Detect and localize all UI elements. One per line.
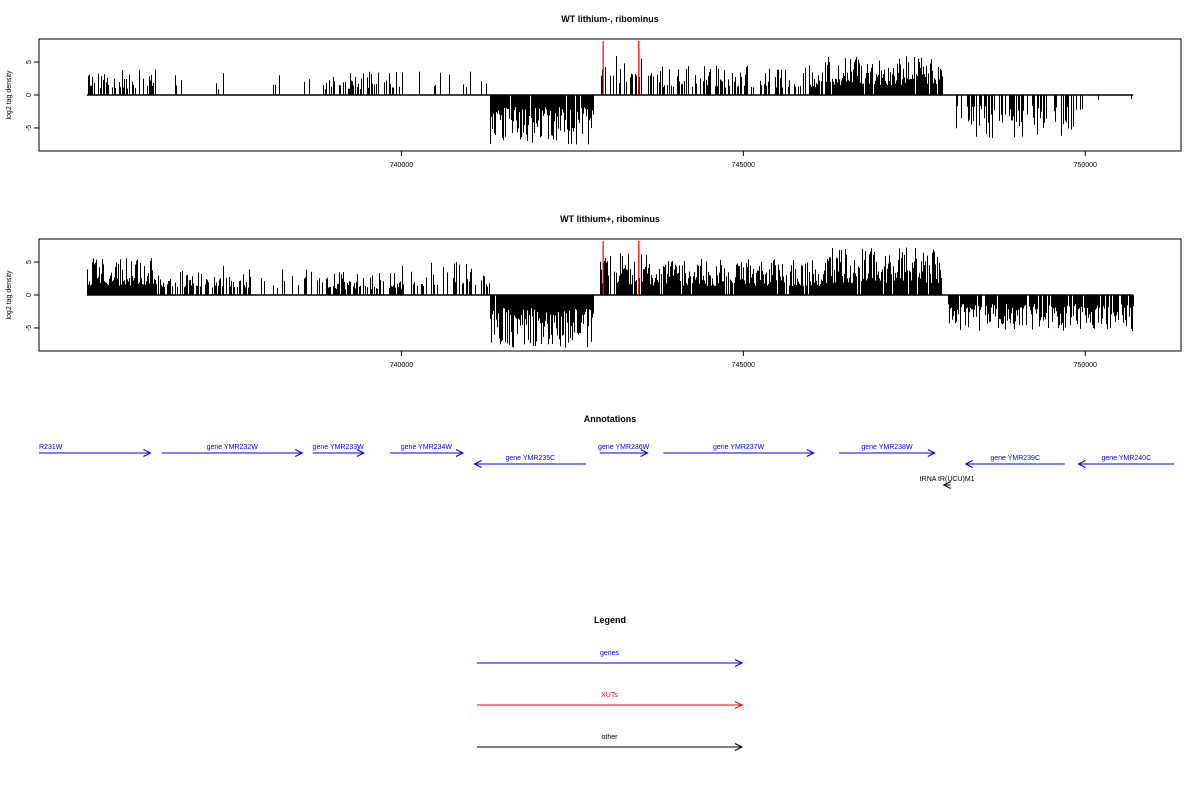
gene-label: gene YMR240C (1101, 455, 1151, 462)
legend: Legend genes XUTs other (477, 615, 744, 751)
gene-label: gene YMR236W (598, 444, 650, 451)
y-tick-label: 0 (26, 293, 33, 297)
x-tick-label: 750000 (1074, 362, 1097, 369)
x-axis: 740000 745000 750000 (390, 151, 1097, 169)
y-axis: 5 0 -5 (26, 260, 39, 331)
track-title: WT lithium+, ribominus (560, 214, 660, 224)
gene-label: gene YMR232W (207, 444, 259, 451)
legend-item: genes (477, 650, 744, 667)
x-axis: 740000 745000 750000 (390, 351, 1097, 369)
annotations-title: Annotations (584, 414, 637, 424)
annotations-panel: Annotations R231W gene YMR232W gene YMR233… (39, 414, 1175, 489)
y-axis: 5 0 -5 (26, 60, 39, 131)
y-tick-label: -5 (26, 125, 33, 131)
legend-item-label: other (602, 734, 619, 741)
gene-label: R231W (39, 444, 63, 451)
gene-label: gene YMR235C (505, 455, 555, 462)
bars-group (86, 247, 1134, 348)
track-panel-lithium-plus: WT lithium+, ribominus 740000 745000 75000… (6, 214, 1182, 369)
gene-arrow: gene YMR237W (663, 444, 815, 457)
x-tick-label: 740000 (390, 162, 413, 169)
gene-label: gene YMR239C (990, 455, 1040, 462)
gene-arrow: gene YMR234W (389, 444, 465, 457)
y-axis-label: log2 tag density (6, 70, 13, 120)
track-panel-lithium-minus: WT lithium-, ribominus 740000 745000 75000… (6, 14, 1182, 169)
gene-arrow: gene YMR232W (162, 444, 304, 457)
y-tick-label: 5 (26, 60, 33, 64)
gene-label: gene YMR234W (401, 444, 453, 451)
x-tick-label: 745000 (732, 362, 755, 369)
gene-arrow: gene YMR233W (312, 444, 365, 457)
gene-arrow: gene YMR240C (1077, 455, 1175, 468)
legend-items: genes XUTs other (477, 650, 744, 751)
bars-group (86, 55, 1134, 145)
legend-item: XUTs (477, 692, 744, 709)
track-title: WT lithium-, ribominus (561, 14, 659, 24)
x-tick-label: 745000 (732, 162, 755, 169)
gene-arrow: gene YMR238W (839, 444, 936, 457)
y-axis-label: log2 tag density (6, 270, 13, 320)
gene-arrow: gene YMR239C (964, 455, 1065, 468)
y-tick-label: 5 (26, 260, 33, 264)
gene-arrow: gene YMR236W (598, 444, 650, 457)
legend-title: Legend (594, 615, 626, 625)
gene-label: gene YMR237W (713, 444, 765, 451)
xut-markers-group (602, 240, 640, 295)
x-tick-label: 740000 (390, 362, 413, 369)
legend-item-label: genes (600, 650, 620, 657)
gene-arrow: R231W (39, 444, 152, 457)
y-tick-label: 0 (26, 93, 33, 97)
other-feature-arrow: tRNA tR(UCU)M1 (920, 476, 975, 489)
legend-item: other (477, 734, 744, 751)
gene-arrow: gene YMR235C (473, 455, 587, 468)
other-feature-label: tRNA tR(UCU)M1 (920, 476, 975, 483)
y-tick-label: -5 (26, 325, 33, 331)
annotation-arrows: R231W gene YMR232W gene YMR233W gene YMR234… (39, 444, 1175, 489)
x-tick-label: 750000 (1074, 162, 1097, 169)
xut-markers-group (602, 40, 640, 95)
gene-label: gene YMR238W (861, 444, 913, 451)
gene-label: gene YMR233W (313, 444, 365, 451)
legend-item-label: XUTs (601, 692, 618, 699)
